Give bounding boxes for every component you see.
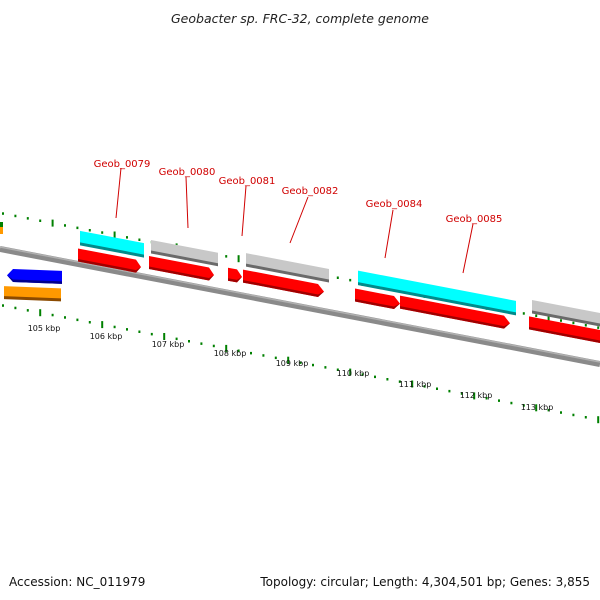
cds-arrow-0079[interactable] xyxy=(78,248,141,273)
genome-backbone xyxy=(0,246,600,367)
svg-text:Geob_0080: Geob_0080 xyxy=(159,167,216,178)
feature-orange-reverse[interactable] xyxy=(4,286,61,302)
feature-gray-right[interactable] xyxy=(532,299,600,327)
accession-text: Accession: NC_011979 xyxy=(9,575,145,589)
cds-arrow-0080[interactable] xyxy=(149,256,214,281)
gene-label-0080[interactable]: Geob_0080 xyxy=(159,167,216,229)
svg-text:Geob_0084: Geob_0084 xyxy=(366,199,423,210)
cds-arrow-0083[interactable] xyxy=(355,288,400,311)
gene-label-0084[interactable]: Geob_0084 xyxy=(366,199,423,259)
kbp-scale: 105 kbp 106 kbp 107 kbp 108 kbp 109 kbp … xyxy=(28,324,554,412)
gene-label-0079[interactable]: Geob_0079 xyxy=(94,159,151,219)
kbp-label: 109 kbp xyxy=(276,359,309,368)
kbp-label: 112 kbp xyxy=(460,391,493,400)
kbp-label: 106 kbp xyxy=(90,332,123,341)
gene-label-0085[interactable]: Geob_0085 xyxy=(446,214,503,274)
map-title: Geobacter sp. FRC-32, complete genome xyxy=(171,11,429,26)
feature-blue-reverse[interactable] xyxy=(7,268,62,284)
feature-left-edge-stub xyxy=(0,222,3,234)
cds-arrow-0085[interactable] xyxy=(400,295,510,330)
kbp-label: 110 kbp xyxy=(337,369,370,378)
feature-cyan-0079[interactable] xyxy=(80,230,144,258)
feature-track xyxy=(0,222,600,344)
kbp-label: 107 kbp xyxy=(152,340,185,349)
svg-text:Geob_0085: Geob_0085 xyxy=(446,214,503,225)
cds-arrow-right-edge[interactable] xyxy=(529,316,600,344)
genome-summary-text: Topology: circular; Length: 4,304,501 bp… xyxy=(259,575,590,589)
inner-tick-ruler xyxy=(2,304,600,424)
svg-text:Geob_0081: Geob_0081 xyxy=(219,176,276,187)
kbp-label: 108 kbp xyxy=(214,349,247,358)
feature-cyan-0084[interactable] xyxy=(358,270,516,316)
feature-gray-0080[interactable] xyxy=(151,239,218,267)
gene-label-0081[interactable]: Geob_0081 xyxy=(219,176,276,237)
gene-label-0082[interactable]: Geob_0082 xyxy=(282,186,339,244)
feature-gray-0082[interactable] xyxy=(246,253,329,283)
svg-text:Geob_0079: Geob_0079 xyxy=(94,159,151,170)
gene-labels: Geob_0079 Geob_0080 Geob_0081 Geob_0082 … xyxy=(94,159,503,274)
cds-arrow-0082[interactable] xyxy=(243,269,324,299)
kbp-label: 105 kbp xyxy=(28,324,61,333)
cds-arrow-0081[interactable] xyxy=(228,267,242,284)
svg-text:Geob_0082: Geob_0082 xyxy=(282,186,339,197)
kbp-label: 111 kbp xyxy=(399,380,432,389)
kbp-label: 113 kbp xyxy=(521,403,554,412)
